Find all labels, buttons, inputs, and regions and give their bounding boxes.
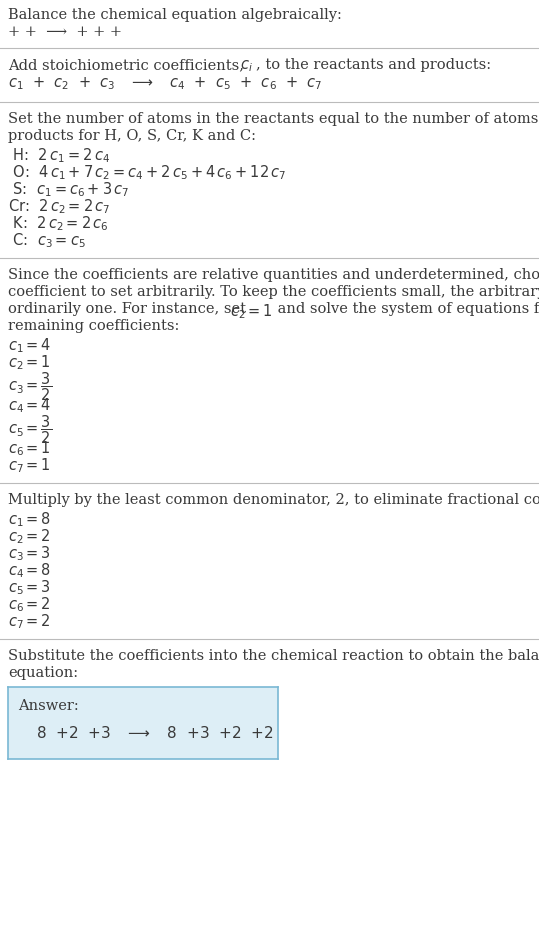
Text: ordinarily one. For instance, set: ordinarily one. For instance, set xyxy=(8,302,251,316)
Text: $c_2 = 1$: $c_2 = 1$ xyxy=(8,353,51,371)
Text: $c_2 = 1$: $c_2 = 1$ xyxy=(230,302,273,321)
Text: $8$  $+2$  $+3$   $\longrightarrow$   $8$  $+3$  $+2$  $+2$: $8$ $+2$ $+3$ $\longrightarrow$ $8$ $+3$… xyxy=(36,725,274,741)
Text: products for H, O, S, Cr, K and C:: products for H, O, S, Cr, K and C: xyxy=(8,129,256,143)
Text: Cr:  $2\,c_2 = 2\,c_7$: Cr: $2\,c_2 = 2\,c_7$ xyxy=(8,197,110,216)
Text: S:  $c_1 = c_6 + 3\,c_7$: S: $c_1 = c_6 + 3\,c_7$ xyxy=(8,180,129,199)
Text: $c_6 = 1$: $c_6 = 1$ xyxy=(8,439,51,458)
Text: and solve the system of equations for the: and solve the system of equations for th… xyxy=(273,302,539,316)
Text: $c_5 = 3$: $c_5 = 3$ xyxy=(8,578,51,597)
Text: $c_7 = 1$: $c_7 = 1$ xyxy=(8,456,51,475)
Text: $c_2 = 2$: $c_2 = 2$ xyxy=(8,527,51,546)
Text: H:  $2\,c_1 = 2\,c_4$: H: $2\,c_1 = 2\,c_4$ xyxy=(8,146,110,165)
Text: equation:: equation: xyxy=(8,666,78,680)
Text: K:  $2\,c_2 = 2\,c_6$: K: $2\,c_2 = 2\,c_6$ xyxy=(8,214,109,233)
Text: coefficient to set arbitrarily. To keep the coefficients small, the arbitrary va: coefficient to set arbitrarily. To keep … xyxy=(8,285,539,299)
Text: $c_5 = \dfrac{3}{2}$: $c_5 = \dfrac{3}{2}$ xyxy=(8,413,52,446)
Text: Add stoichiometric coefficients,: Add stoichiometric coefficients, xyxy=(8,58,248,72)
Text: Answer:: Answer: xyxy=(18,699,79,713)
Text: $c_1$  $+$  $c_2$  $+$  $c_3$   $\longrightarrow$   $c_4$  $+$  $c_5$  $+$  $c_6: $c_1$ $+$ $c_2$ $+$ $c_3$ $\longrightarr… xyxy=(8,75,322,92)
Text: remaining coefficients:: remaining coefficients: xyxy=(8,319,179,333)
Text: $c_6 = 2$: $c_6 = 2$ xyxy=(8,595,51,613)
Text: $c_4 = 8$: $c_4 = 8$ xyxy=(8,561,51,580)
Text: Balance the chemical equation algebraically:: Balance the chemical equation algebraica… xyxy=(8,8,342,22)
Text: $c_1 = 4$: $c_1 = 4$ xyxy=(8,336,51,355)
Text: Since the coefficients are relative quantities and underdetermined, choose a: Since the coefficients are relative quan… xyxy=(8,268,539,282)
Text: C:  $c_3 = c_5$: C: $c_3 = c_5$ xyxy=(8,231,86,250)
Text: , to the reactants and products:: , to the reactants and products: xyxy=(256,58,491,72)
Text: O:  $4\,c_1 + 7\,c_2 = c_4 + 2\,c_5 + 4\,c_6 + 12\,c_7$: O: $4\,c_1 + 7\,c_2 = c_4 + 2\,c_5 + 4\,… xyxy=(8,163,287,182)
Text: $c_i$: $c_i$ xyxy=(240,58,253,74)
Text: + +  ⟶  + + +: + + ⟶ + + + xyxy=(8,25,122,39)
Text: $c_4 = 4$: $c_4 = 4$ xyxy=(8,396,51,415)
Text: $c_3 = 3$: $c_3 = 3$ xyxy=(8,544,51,563)
Text: Substitute the coefficients into the chemical reaction to obtain the balanced: Substitute the coefficients into the che… xyxy=(8,649,539,663)
Text: $c_1 = 8$: $c_1 = 8$ xyxy=(8,510,51,529)
Text: Multiply by the least common denominator, 2, to eliminate fractional coefficient: Multiply by the least common denominator… xyxy=(8,493,539,507)
Text: $c_7 = 2$: $c_7 = 2$ xyxy=(8,612,51,630)
Text: Set the number of atoms in the reactants equal to the number of atoms in the: Set the number of atoms in the reactants… xyxy=(8,112,539,126)
Text: $c_3 = \dfrac{3}{2}$: $c_3 = \dfrac{3}{2}$ xyxy=(8,370,52,402)
